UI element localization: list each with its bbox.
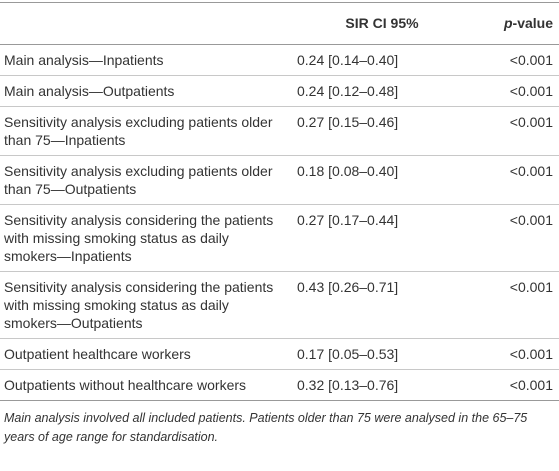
table-cell: <0.001: [509, 163, 553, 179]
table-cell: Sensitivity analysis excluding patients …: [4, 163, 273, 197]
table-cell: <0.001: [509, 279, 553, 295]
table-cell: Main analysis—Outpatients: [4, 83, 175, 99]
table-body: Main analysis—Inpatients 0.24 [0.14–0.40]…: [0, 45, 559, 401]
table-cell: Main analysis—Inpatients: [4, 52, 164, 68]
table-cell: <0.001: [509, 377, 553, 393]
table-cell: <0.001: [509, 212, 553, 228]
table-cell: 0.43 [0.26–0.71]: [297, 279, 399, 295]
results-table: SIR CI 95% p-value Main analysis—Inpatie…: [0, 2, 559, 401]
table-row: Outpatients without healthcare workers 0.…: [0, 370, 559, 401]
table-row: Sensitivity analysis considering the pat…: [0, 205, 559, 272]
table-row: Sensitivity analysis excluding patients …: [0, 107, 559, 156]
table-cell: 0.24 [0.14–0.40]: [297, 52, 399, 68]
table-cell: 0.18 [0.08–0.40]: [297, 163, 399, 179]
table-row: Sensitivity analysis excluding patients …: [0, 156, 559, 205]
table-cell: 0.27 [0.17–0.44]: [297, 212, 399, 228]
table-cell: Sensitivity analysis excluding patients …: [4, 114, 273, 148]
table-header: SIR CI 95% p-value: [0, 2, 559, 45]
header-text: -value: [512, 15, 553, 31]
table-row: Outpatient healthcare workers 0.17 [0.05–…: [0, 339, 559, 370]
header-cell: [0, 3, 283, 45]
table-cell: 0.32 [0.13–0.76]: [297, 377, 399, 393]
table-row: Sensitivity analysis considering the pat…: [0, 272, 559, 339]
table-cell: 0.24 [0.12–0.48]: [297, 83, 399, 99]
header-italic: p: [503, 15, 513, 31]
table-cell: <0.001: [509, 83, 553, 99]
table-cell: Sensitivity analysis considering the pat…: [4, 212, 274, 264]
footnote: Main analysis involved all included pati…: [4, 411, 528, 444]
table-cell: 0.27 [0.15–0.46]: [297, 114, 399, 130]
table-row: Main analysis—Outpatients 0.24 [0.12–0.48…: [0, 76, 559, 107]
table-cell: 0.17 [0.05–0.53]: [297, 346, 399, 362]
header-row: SIR CI 95% p-value: [0, 2, 559, 45]
table-container: SIR CI 95% p-value Main analysis—Inpatie…: [0, 2, 559, 444]
header-cell: SIR CI 95%: [345, 15, 419, 31]
table-cell: <0.001: [509, 114, 553, 130]
table-cell: Sensitivity analysis considering the pat…: [4, 279, 274, 331]
table-cell: <0.001: [509, 52, 553, 68]
table-cell: <0.001: [509, 346, 553, 362]
header-cell: p-value: [471, 3, 559, 45]
table-cell: Outpatient healthcare workers: [4, 346, 191, 362]
table-cell: Outpatients without healthcare workers: [4, 377, 247, 393]
table-row: Main analysis—Inpatients 0.24 [0.14–0.40]…: [0, 45, 559, 76]
